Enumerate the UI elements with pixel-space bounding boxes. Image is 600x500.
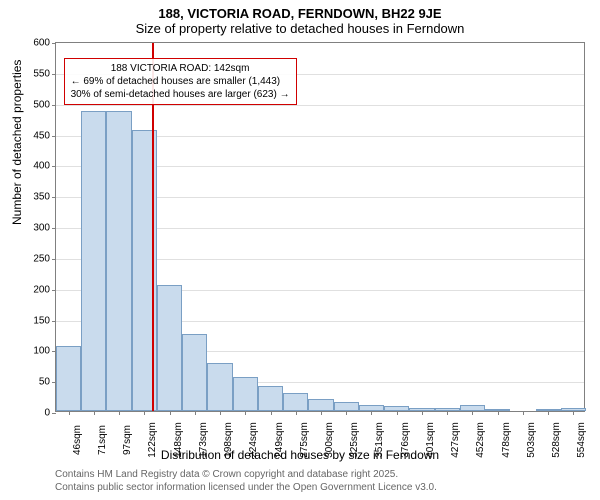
histogram-bar — [207, 363, 232, 411]
ytick-mark — [52, 166, 56, 167]
xtick-mark — [220, 411, 221, 415]
xtick-mark — [144, 411, 145, 415]
ytick-label: 150 — [33, 315, 50, 326]
annotation-box: 188 VICTORIA ROAD: 142sqm← 69% of detach… — [64, 58, 297, 105]
footer-line1: Contains HM Land Registry data © Crown c… — [55, 468, 437, 481]
y-axis-label: Number of detached properties — [10, 60, 24, 225]
ytick-mark — [52, 74, 56, 75]
ytick-mark — [52, 290, 56, 291]
footer-attribution: Contains HM Land Registry data © Crown c… — [55, 468, 437, 494]
ytick-label: 350 — [33, 192, 50, 203]
xtick-mark — [523, 411, 524, 415]
ytick-label: 450 — [33, 130, 50, 141]
xtick-mark — [94, 411, 95, 415]
xtick-mark — [447, 411, 448, 415]
xtick-mark — [498, 411, 499, 415]
xtick-mark — [346, 411, 347, 415]
xtick-mark — [245, 411, 246, 415]
histogram-bar — [81, 111, 106, 411]
xtick-mark — [548, 411, 549, 415]
ytick-mark — [52, 259, 56, 260]
xtick-mark — [170, 411, 171, 415]
histogram-bar — [283, 393, 308, 412]
footer-line2: Contains public sector information licen… — [55, 481, 437, 494]
xtick-mark — [472, 411, 473, 415]
ytick-mark — [52, 43, 56, 44]
annotation-smaller: ← 69% of detached houses are smaller (1,… — [71, 75, 290, 88]
ytick-label: 300 — [33, 223, 50, 234]
histogram-bar — [233, 377, 258, 411]
xtick-mark — [321, 411, 322, 415]
ytick-mark — [52, 228, 56, 229]
xtick-mark — [271, 411, 272, 415]
ytick-label: 0 — [44, 408, 50, 419]
annotation-title: 188 VICTORIA ROAD: 142sqm — [71, 62, 290, 75]
histogram-bar — [334, 402, 359, 411]
title-subtitle: Size of property relative to detached ho… — [0, 21, 600, 40]
ytick-label: 200 — [33, 284, 50, 295]
ytick-mark — [52, 136, 56, 137]
histogram-chart: 05010015020025030035040045050055060046sq… — [55, 42, 585, 412]
ytick-label: 500 — [33, 99, 50, 110]
ytick-label: 400 — [33, 161, 50, 172]
ytick-mark — [52, 413, 56, 414]
histogram-bar — [106, 111, 131, 411]
plot-area: 05010015020025030035040045050055060046sq… — [55, 42, 585, 412]
histogram-bar — [56, 346, 81, 411]
ytick-label: 600 — [33, 38, 50, 49]
ytick-mark — [52, 197, 56, 198]
xtick-mark — [119, 411, 120, 415]
histogram-bar — [182, 334, 207, 411]
histogram-bar — [258, 386, 283, 411]
xtick-mark — [397, 411, 398, 415]
ytick-mark — [52, 105, 56, 106]
xtick-mark — [371, 411, 372, 415]
ytick-label: 550 — [33, 68, 50, 79]
xtick-mark — [195, 411, 196, 415]
histogram-bar — [157, 285, 182, 411]
ytick-mark — [52, 321, 56, 322]
histogram-bar — [308, 399, 333, 411]
title-address: 188, VICTORIA ROAD, FERNDOWN, BH22 9JE — [0, 0, 600, 21]
xtick-mark — [422, 411, 423, 415]
ytick-label: 250 — [33, 253, 50, 264]
xtick-mark — [296, 411, 297, 415]
x-axis-label: Distribution of detached houses by size … — [0, 448, 600, 462]
ytick-label: 50 — [39, 377, 50, 388]
xtick-mark — [69, 411, 70, 415]
ytick-label: 100 — [33, 346, 50, 357]
annotation-larger: 30% of semi-detached houses are larger (… — [71, 88, 290, 101]
xtick-mark — [573, 411, 574, 415]
